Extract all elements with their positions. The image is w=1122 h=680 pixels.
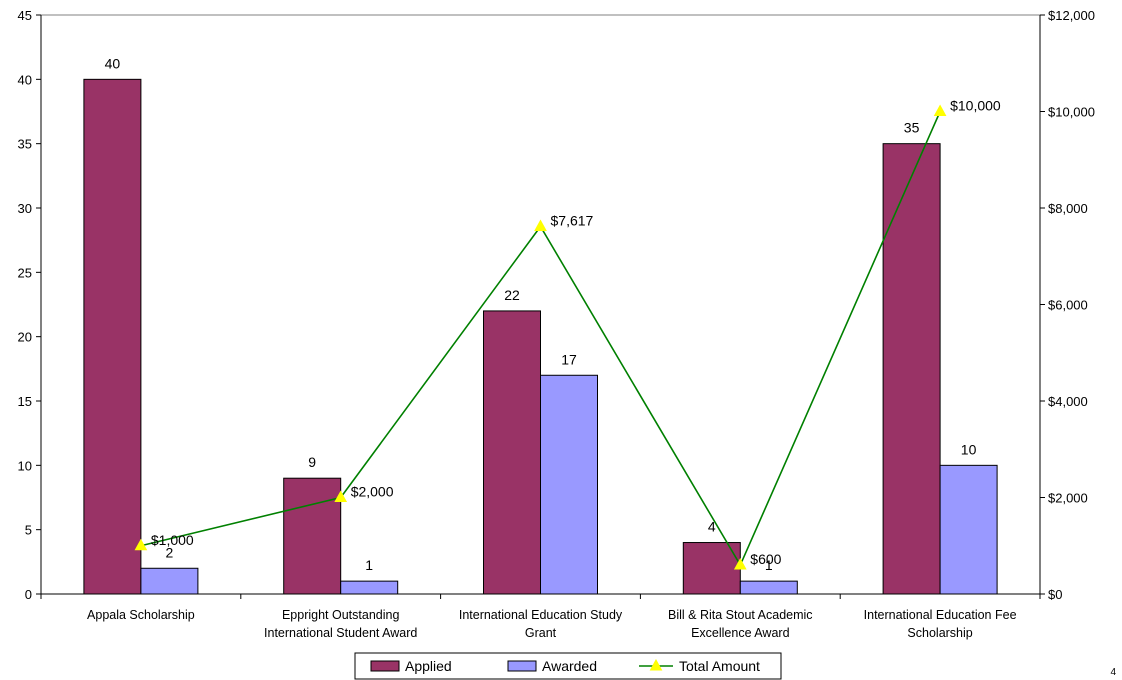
line-data-label: $600 bbox=[750, 551, 781, 567]
total-amount-marker bbox=[534, 219, 547, 231]
bar-data-label: 9 bbox=[308, 454, 316, 470]
bar-data-label: 1 bbox=[765, 557, 773, 573]
left-tick-label: 20 bbox=[18, 330, 32, 345]
left-tick-label: 15 bbox=[18, 394, 32, 409]
bar-applied bbox=[682, 542, 741, 595]
line-data-label: $2,000 bbox=[351, 484, 394, 500]
bar-data-label: 35 bbox=[904, 120, 920, 136]
total-amount-marker bbox=[334, 490, 348, 502]
x-category-label: International Education Fee Scholarship bbox=[864, 608, 1017, 640]
right-tick-label: $12,000 bbox=[1048, 8, 1095, 23]
right-tick-label: $0 bbox=[1048, 587, 1062, 602]
bar-applied bbox=[483, 310, 541, 595]
page-number: 4 bbox=[1110, 667, 1116, 678]
left-tick-label: 25 bbox=[18, 265, 32, 280]
legend-marker bbox=[649, 658, 663, 671]
left-tick-label: 35 bbox=[18, 137, 32, 152]
bar-data-label: 10 bbox=[961, 441, 977, 457]
total-amount-marker bbox=[134, 538, 148, 551]
line-data-label: $10,000 bbox=[950, 98, 1001, 114]
line-series: $1,000 $2,000 $7,617 $600 $10,000 bbox=[134, 98, 1001, 570]
right-y-axis: $0 $2,000 $4,000 $6,000 $8,000 $10,000 $12,000 bbox=[1039, 8, 1095, 602]
x-category-label: Appala Scholarship bbox=[87, 608, 195, 622]
bar-data-label: 4 bbox=[708, 519, 716, 535]
left-tick-label: 45 bbox=[18, 8, 32, 23]
total-amount-marker bbox=[933, 104, 947, 116]
bar-series: 40 9 22 4 35 2 1 17 1 10 bbox=[83, 55, 998, 595]
right-tick-label: $6,000 bbox=[1048, 298, 1088, 313]
left-tick-label: 30 bbox=[18, 201, 32, 216]
legend-swatch-awarded bbox=[507, 660, 537, 672]
x-category-label: International Education Study Grant bbox=[459, 608, 623, 640]
left-tick-label: 5 bbox=[25, 523, 32, 538]
bar-data-label: 40 bbox=[105, 55, 121, 71]
bar-data-label: 17 bbox=[561, 351, 577, 367]
right-tick-label: $2,000 bbox=[1048, 491, 1088, 506]
right-tick-label: $4,000 bbox=[1048, 394, 1088, 409]
total-amount-marker bbox=[733, 558, 747, 570]
legend-swatch-applied bbox=[370, 660, 400, 672]
bar-awarded bbox=[939, 464, 998, 595]
bar-data-label: 1 bbox=[365, 557, 373, 573]
x-category-label: Bill & Rita Stout Academic Excellence Awa… bbox=[668, 608, 813, 640]
legend-label: Applied bbox=[405, 658, 452, 674]
bar-applied bbox=[83, 78, 142, 595]
bar-data-label: 2 bbox=[166, 544, 174, 560]
legend-label: Total Amount bbox=[679, 658, 760, 674]
line-data-label: $1,000 bbox=[151, 532, 194, 548]
x-category-label: Eppright Outstanding International Studen… bbox=[264, 608, 417, 640]
left-tick-label: 0 bbox=[25, 587, 32, 602]
right-tick-label: $8,000 bbox=[1048, 201, 1088, 216]
right-tick-label: $10,000 bbox=[1048, 105, 1095, 120]
bar-awarded bbox=[340, 580, 399, 595]
x-axis: Appala Scholarship Eppright Outstanding In… bbox=[40, 593, 1041, 640]
left-y-axis: 0 5 10 15 20 25 30 35 40 45 bbox=[18, 8, 42, 602]
bar-awarded bbox=[739, 580, 798, 595]
line-data-label: $7,617 bbox=[551, 212, 594, 228]
legend-box bbox=[354, 652, 782, 680]
bar-awarded bbox=[540, 374, 598, 595]
bar-data-label: 22 bbox=[504, 287, 520, 303]
left-tick-label: 40 bbox=[18, 72, 32, 87]
legend: Applied Awarded Total Amount bbox=[354, 652, 782, 680]
legend-label: Awarded bbox=[542, 658, 597, 674]
bar-awarded bbox=[140, 567, 199, 595]
left-tick-label: 10 bbox=[18, 458, 32, 473]
bar-applied bbox=[283, 477, 342, 595]
bar-applied bbox=[882, 143, 941, 595]
